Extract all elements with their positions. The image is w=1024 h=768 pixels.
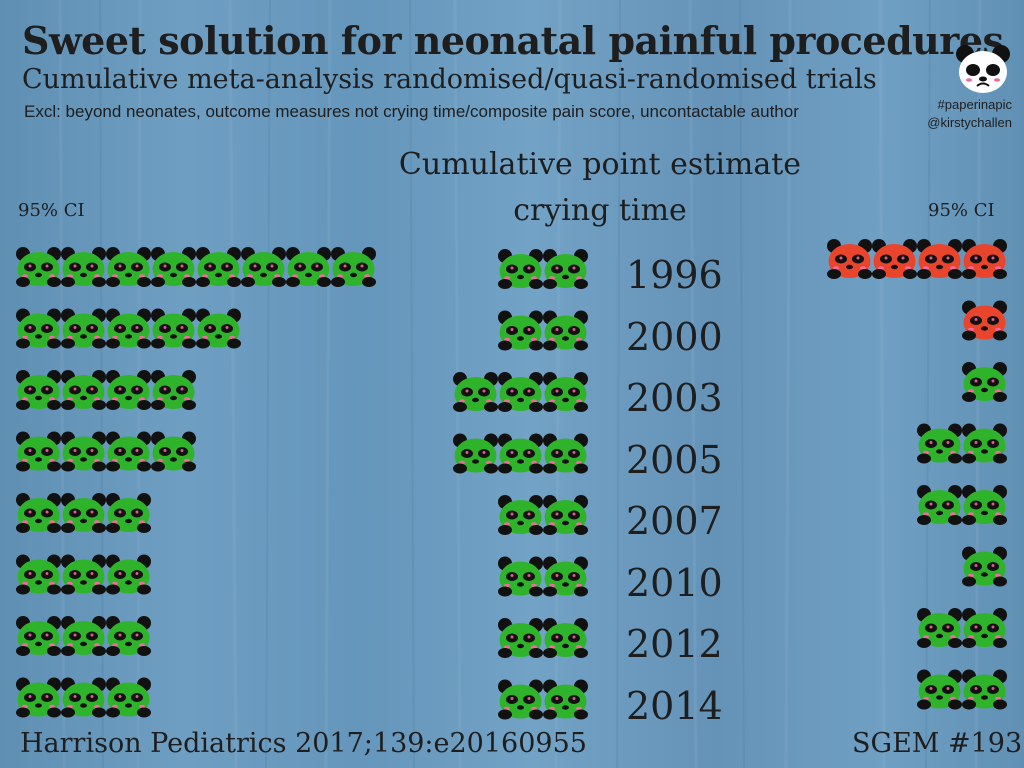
year-label: 2007 [626,499,723,543]
panda-icon [61,247,106,287]
panda-icon [962,362,1007,402]
panda-icon [962,423,1007,464]
panda-icon [106,370,151,410]
panda-icon [106,677,151,718]
hashtag: #paperinapic [937,97,1012,112]
panda-icon [151,247,196,287]
panda-icon [16,493,61,533]
panda-icon [61,677,106,718]
panda-icon [498,495,543,535]
panda-icon [106,493,151,533]
panda-icon [61,616,106,656]
panda-icon [16,247,61,287]
panda-icon [151,308,196,349]
exclusion-criteria: Excl: beyond neonates, outcome measures … [24,102,799,121]
year-label: 2012 [626,622,723,666]
panda-icon [498,433,543,474]
panda-icon [106,616,151,656]
panda-icon [917,239,962,279]
year-label: 2010 [626,560,723,605]
panda-icon [543,433,588,474]
panda-icon [16,677,61,718]
panda-icon [543,249,588,289]
panda-icon [61,431,106,472]
year-label: 2005 [626,437,723,482]
panda-icon [917,485,962,525]
year-label: 1996 [626,253,723,297]
panda-icon [106,308,151,349]
ci-left-label: 95% CI [18,200,85,221]
panda-icon [543,679,588,720]
panda-icon [962,239,1007,279]
panda-icon [61,493,106,533]
center-heading-line2: crying time [513,193,687,228]
panda-icon [241,247,286,287]
panda-icon [453,433,498,474]
panda-icon [151,431,196,472]
panda-icon [498,556,543,597]
panda-icon [196,247,241,287]
citation: Harrison Pediatrics 2017;139:e20160955 [20,728,587,759]
panda-icon [106,431,151,472]
crying-panda-logo-icon [956,45,1010,93]
panda-icon [196,308,241,349]
panda-icon [16,308,61,349]
panda-icon [286,247,331,287]
panda-icon [331,247,376,287]
panda-icon [61,554,106,595]
panda-icon [543,372,588,412]
panda-icon [917,669,962,710]
episode-number: SGEM #193 [852,728,1023,759]
panda-icon [498,372,543,412]
panda-icon [16,616,61,656]
panda-icon [61,308,106,349]
year-label: 2003 [626,376,723,420]
panda-icon [962,546,1007,587]
year-label: 2014 [626,683,723,728]
panda-icon [962,300,1007,341]
author-handle: @kirstychallen [927,115,1012,130]
panda-icon [106,247,151,287]
panda-icon [106,554,151,595]
panda-icon [827,239,872,279]
panda-icon [61,370,106,410]
panda-icon [962,669,1007,710]
panda-icon [917,423,962,464]
chart-subtitle: Cumulative meta-analysis randomised/quas… [22,64,877,95]
panda-icon [543,495,588,535]
center-heading-line1: Cumulative point estimate [398,147,802,182]
panda-icon [917,608,962,648]
panda-icon [16,554,61,595]
panda-icon [498,249,543,289]
panda-icon [453,372,498,412]
panda-icon [872,239,917,279]
year-label: 2000 [626,314,723,359]
panda-icon [498,618,543,658]
panda-icon [151,370,196,410]
panda-icon [962,608,1007,648]
panda-icon [498,310,543,351]
panda-icon [543,556,588,597]
panda-icon [16,431,61,472]
center-heading: Cumulative point estimate crying time [380,142,820,234]
panda-icon [543,310,588,351]
chart-title: Sweet solution for neonatal painful proc… [22,18,1004,63]
panda-icon [543,618,588,658]
panda-icon [962,485,1007,525]
ci-right-label: 95% CI [928,200,995,221]
panda-icon [16,370,61,410]
panda-icon [498,679,543,720]
